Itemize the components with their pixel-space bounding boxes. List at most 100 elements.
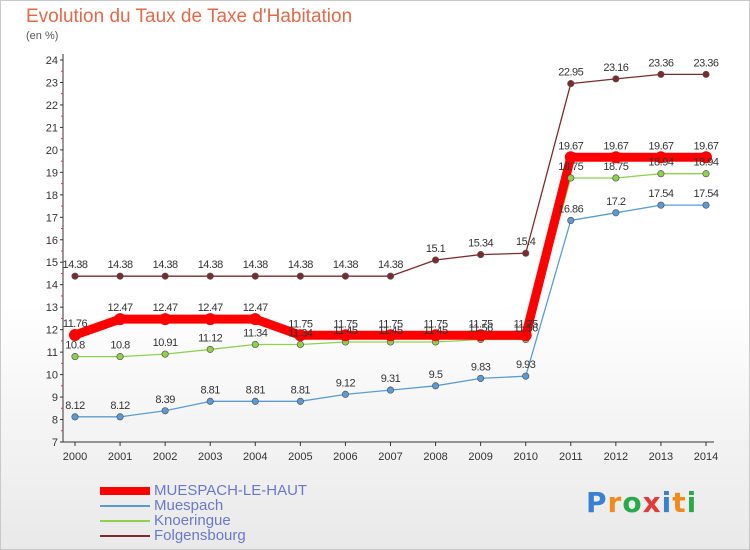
x-tick-label: 2007 [378, 451, 402, 463]
data-label: 9.31 [381, 373, 401, 385]
data-label: 23.36 [648, 57, 673, 69]
data-point [296, 272, 304, 280]
y-tick-label: 24 [46, 55, 58, 67]
x-tick-label: 2000 [63, 451, 87, 463]
data-label: 11.75 [333, 318, 358, 330]
data-point [567, 174, 575, 182]
data-point [567, 216, 575, 224]
data-label: 8.81 [201, 384, 221, 396]
y-tick-label: 22 [46, 100, 58, 112]
data-point [657, 70, 665, 78]
x-tick-label: 2003 [198, 451, 222, 463]
data-point [612, 75, 620, 83]
data-label: 11.76 [63, 318, 88, 330]
data-label: 19.67 [648, 140, 673, 152]
data-point [71, 413, 79, 421]
data-point [432, 382, 440, 390]
data-label: 11.45 [423, 325, 448, 337]
data-point [612, 209, 620, 217]
data-label: 19.67 [693, 140, 718, 152]
data-point [386, 272, 395, 280]
y-tick-label: 21 [46, 122, 58, 134]
data-point [429, 329, 442, 342]
data-point [612, 174, 620, 182]
y-tick-label: 7 [52, 437, 58, 449]
legend-swatch [100, 487, 150, 495]
data-label: 9.83 [471, 361, 491, 373]
data-point [206, 345, 214, 353]
x-tick-label: 2005 [288, 451, 312, 463]
y-tick-label: 8 [52, 415, 58, 427]
data-label: 14.38 [333, 259, 358, 271]
data-point [69, 329, 81, 342]
data-label: 11.75 [423, 318, 448, 330]
x-tick-label: 2002 [153, 451, 177, 463]
data-label: 17.2 [606, 196, 626, 208]
y-tick-label: 12 [46, 325, 58, 337]
data-point [657, 201, 665, 209]
data-point [296, 340, 304, 349]
data-point [654, 151, 667, 164]
data-point [116, 353, 124, 361]
data-label: 10.91 [153, 337, 178, 349]
data-label: 14.38 [62, 259, 87, 271]
data-label: 22.95 [558, 67, 583, 79]
data-point [702, 170, 710, 178]
y-tick-label: 10 [46, 370, 58, 382]
legend-label: Knoeringue [154, 512, 231, 529]
data-point [522, 249, 530, 257]
data-point [522, 372, 530, 380]
data-label: 18.94 [648, 157, 673, 169]
legend-swatch [100, 535, 150, 537]
data-point [161, 407, 169, 415]
data-label: 17.54 [693, 188, 718, 200]
data-point [519, 329, 532, 342]
proxiti-logo: Proxiti [586, 486, 697, 519]
data-point [657, 170, 665, 178]
data-label: 11.45 [378, 325, 403, 337]
x-tick-label: 2013 [649, 451, 673, 463]
data-point [251, 272, 259, 280]
x-tick-label: 2010 [513, 451, 537, 463]
x-tick-label: 2001 [108, 451, 132, 463]
y-tick-label: 13 [46, 302, 58, 314]
data-label: 8.12 [110, 400, 130, 412]
data-point [161, 272, 169, 280]
data-label: 12.47 [153, 302, 178, 314]
data-label: 11.34 [288, 327, 313, 339]
y-tick-label: 17 [46, 212, 58, 224]
data-point [159, 313, 172, 326]
logo-letter: i [686, 486, 698, 519]
data-label: 9.5 [429, 369, 443, 381]
series-line-3 [75, 73, 706, 277]
data-label: 23.36 [693, 57, 718, 69]
data-label: 14.38 [153, 259, 178, 271]
data-label: 18.94 [693, 157, 718, 169]
data-label: 12.47 [198, 302, 223, 314]
data-label: 15.1 [426, 243, 446, 255]
data-point [702, 70, 710, 78]
legend-label: Muespach [154, 497, 224, 514]
data-label: 11.45 [333, 325, 358, 337]
data-point [702, 201, 710, 209]
data-label: 12.47 [243, 302, 268, 314]
data-label: 16.86 [558, 203, 583, 215]
data-point [204, 313, 217, 326]
y-tick-label: 18 [46, 190, 58, 202]
x-tick-label: 2008 [423, 451, 447, 463]
y-tick-label: 20 [46, 145, 58, 157]
data-point [114, 313, 127, 326]
data-label: 14.38 [288, 259, 313, 271]
logo-letter: i [661, 486, 673, 519]
data-label: 14.38 [108, 259, 133, 271]
y-unit-label: (en %) [26, 30, 59, 42]
x-tick-label: 2009 [468, 451, 492, 463]
data-point [474, 329, 487, 342]
data-point [71, 353, 79, 361]
data-label: 8.81 [246, 384, 266, 396]
data-point [386, 386, 395, 394]
data-label: 9.12 [336, 377, 356, 389]
data-point [432, 256, 440, 264]
data-label: 11.75 [288, 318, 313, 330]
